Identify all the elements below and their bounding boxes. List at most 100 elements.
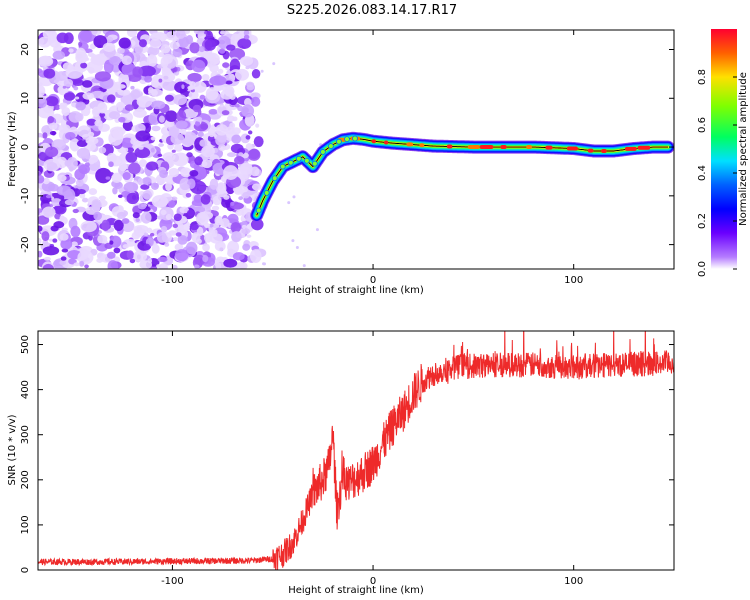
noise-blob <box>73 86 79 91</box>
noise-blob <box>121 55 132 65</box>
y-tick-label: 20 <box>20 43 31 56</box>
noise-blob <box>209 58 220 65</box>
noise-blob <box>74 96 80 100</box>
spectrogram-axes-frame <box>37 29 675 270</box>
noise-blob <box>241 224 247 229</box>
noise-blob <box>175 232 182 237</box>
noise-blob <box>292 195 296 199</box>
ridge-hotspot <box>500 145 507 150</box>
noise-blob <box>240 56 254 66</box>
noise-blob <box>231 231 242 243</box>
noise-blob <box>106 94 116 103</box>
noise-blob <box>60 256 67 261</box>
noise-blob <box>75 51 89 64</box>
noise-blob <box>139 260 153 269</box>
noise-blob <box>158 115 165 123</box>
noise-blob <box>204 39 217 51</box>
noise-blob <box>215 124 229 136</box>
noise-blob <box>215 217 221 224</box>
noise-blob <box>302 264 306 268</box>
noise-blob <box>80 220 97 233</box>
noise-blob <box>174 144 184 152</box>
noise-blob <box>60 238 73 250</box>
noise-blob <box>125 151 138 163</box>
noise-blob <box>72 79 84 87</box>
noise-blob <box>221 110 230 116</box>
noise-blob <box>157 256 168 263</box>
noise-blob <box>235 68 250 81</box>
noise-blob <box>113 247 121 254</box>
noise-blob <box>151 195 169 208</box>
noise-blob <box>59 260 67 266</box>
noise-blob <box>233 156 245 165</box>
noise-blob <box>98 146 107 154</box>
noise-blob <box>189 169 199 177</box>
noise-blob <box>246 234 252 238</box>
noise-blob <box>165 181 173 191</box>
noise-blob <box>212 195 222 206</box>
noise-blob <box>69 138 80 152</box>
noise-blob <box>116 211 127 219</box>
noise-blob <box>255 123 260 128</box>
noise-blob <box>207 63 213 68</box>
noise-blob <box>76 140 88 148</box>
noise-blob <box>53 104 61 111</box>
noise-blob <box>42 177 50 185</box>
noise-blob <box>251 183 262 191</box>
noise-blob <box>176 110 187 123</box>
noise-blob <box>164 94 174 102</box>
noise-blob <box>123 182 139 193</box>
noise-blob <box>101 219 110 232</box>
noise-blob <box>91 200 102 212</box>
noise-blob <box>250 96 261 107</box>
noise-blob <box>244 98 252 107</box>
noise-blob <box>187 85 195 91</box>
noise-blob <box>193 30 205 35</box>
noise-blob <box>130 89 141 99</box>
colorbar-ticks: 0.0 0.2 0.4 0.6 0.8 <box>697 69 737 277</box>
noise-blob <box>63 78 74 87</box>
colorbar: 0.0 0.2 0.4 0.6 0.8 Normalized spectral ampl… <box>697 29 749 277</box>
noise-blob <box>47 116 55 124</box>
noise-blob <box>82 80 93 88</box>
noise-blob <box>222 62 230 68</box>
noise-blob <box>180 167 192 178</box>
noise-blob <box>219 218 230 228</box>
noise-blob <box>172 47 183 58</box>
noise-blob <box>137 203 147 210</box>
noise-blob <box>193 254 206 266</box>
noise-blob <box>48 238 54 242</box>
noise-blob <box>194 264 200 269</box>
noise-blob <box>76 114 81 118</box>
noise-blob <box>223 165 239 180</box>
noise-blob <box>162 152 176 162</box>
noise-blob <box>189 42 200 54</box>
noise-blob <box>42 132 48 139</box>
noise-blob <box>135 218 140 223</box>
noise-blob <box>48 183 59 192</box>
noise-blob <box>150 81 160 88</box>
noise-blob <box>133 250 148 262</box>
noise-blob <box>49 131 57 136</box>
noise-blob <box>56 32 69 44</box>
noise-blob <box>150 100 166 110</box>
ridge-node <box>287 159 294 166</box>
noise-blob <box>150 182 159 190</box>
noise-blob <box>238 152 244 156</box>
ridge-node <box>295 155 302 162</box>
noise-blob <box>38 237 42 245</box>
noise-blob <box>218 48 226 54</box>
noise-blob <box>138 145 144 150</box>
noise-blob <box>229 122 236 129</box>
ridge-node <box>311 160 318 167</box>
noise-blob <box>197 131 204 138</box>
noise-blob <box>59 215 65 221</box>
noise-blob <box>130 85 135 90</box>
noise-blob <box>171 196 178 201</box>
noise-blob <box>181 84 185 89</box>
noise-blob <box>180 129 187 135</box>
noise-blob <box>156 232 167 243</box>
noise-blob <box>216 256 225 262</box>
noise-blob <box>201 73 210 81</box>
